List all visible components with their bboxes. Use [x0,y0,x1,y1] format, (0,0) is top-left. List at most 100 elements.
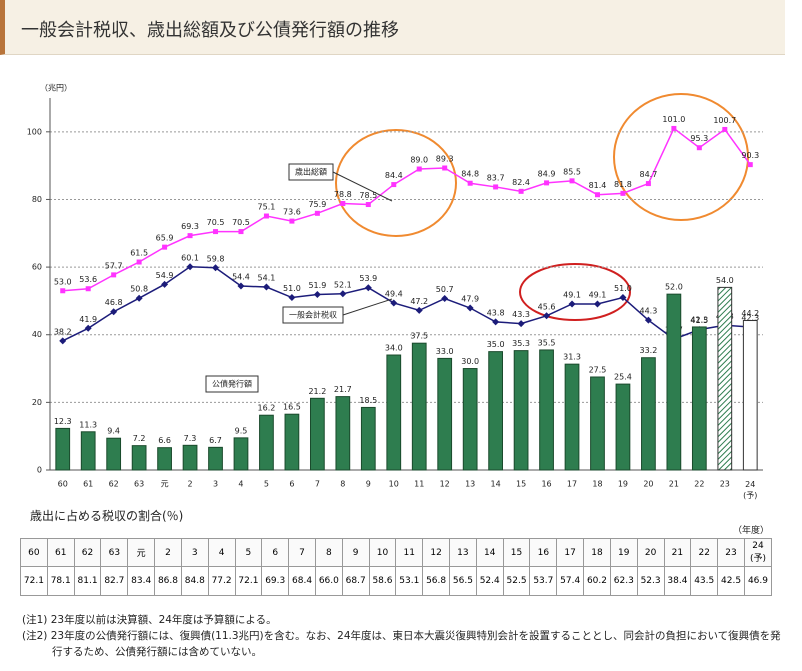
leader-line [332,171,393,202]
point-value-label: 69.3 [181,222,199,231]
point-value-label: 82.4 [512,178,530,187]
table-header-cell: 13 [449,538,477,567]
point-value-label: 83.7 [487,173,505,182]
bar-value-label: 9.4 [107,427,120,436]
marker [416,166,422,172]
legend-label: 歳出総額 [295,167,327,177]
marker [722,126,728,132]
point-value-label: 53.0 [54,277,72,286]
marker [441,295,449,303]
y-tick-label: 60 [32,263,42,272]
marker [569,178,575,184]
table-header-cell: 23 [717,538,745,567]
marker [313,290,321,298]
table-cell: 38.4 [663,566,692,596]
bar-value-label: 27.5 [589,366,607,375]
bar [131,445,147,471]
x-tick-label: 元 [161,480,169,489]
x-tick-label: 12 [440,480,450,489]
point-value-label: 70.5 [207,218,225,227]
point-value-label: 50.8 [130,285,148,294]
marker [466,304,474,312]
table-header-cell: 60 [20,538,48,567]
marker [111,272,117,278]
marker [442,165,448,171]
marker [289,218,295,224]
marker [238,229,244,235]
x-tick-label: 19 [618,480,628,489]
table-cell: 72.1 [234,566,263,596]
legend-label: 公債発行額 [212,379,252,389]
bar-value-label: 21.7 [334,385,352,394]
marker [391,182,397,188]
y-tick-label: 0 [37,466,42,475]
point-value-label: 47.9 [461,295,479,304]
marker [518,188,524,194]
bar [360,406,376,471]
table-header-cell: 4 [207,538,236,567]
point-value-label: 51.9 [308,281,326,290]
table-header-cell: 19 [609,538,638,567]
point-value-label: 59.8 [207,254,225,263]
bar [335,396,351,471]
table-cell: 66.0 [314,566,343,596]
table-header-cell: 3 [180,538,209,567]
marker [467,180,473,186]
x-tick-label: 15 [516,480,526,489]
marker [645,181,651,187]
line [62,127,751,292]
marker [415,306,423,314]
marker [110,308,118,316]
bar [182,444,198,471]
y-tick-label: 100 [27,127,42,136]
x-tick-label: 6 [289,480,294,489]
marker [262,283,270,291]
bar-value-label: 52.0 [665,283,683,292]
x-tick-label: 4 [238,480,243,489]
y-unit: （兆円） [40,83,72,93]
x-tick-label: 13 [465,480,475,489]
table-cell: 69.3 [261,566,290,596]
table-cell: 83.4 [127,566,156,596]
bar-value-label: 18.5 [359,396,377,405]
marker [85,286,91,292]
bar-value-label: 34.0 [385,344,403,353]
bar-value-label: 9.5 [235,426,248,435]
table-header-cell: 10 [368,538,397,567]
note: (注2) 23年度の公債発行額には、復興債(11.3兆円)を含む。なお、24年度… [22,630,781,658]
header: 一般会計税収、歳出総額及び公債発行額の推移 [0,0,785,55]
table-cell: 81.1 [73,566,102,596]
bar [742,320,758,471]
bar [615,383,631,471]
point-value-label: 57.7 [105,261,123,270]
point-value-label: 54.9 [156,271,174,280]
x-tick-label: 5 [264,480,269,489]
marker [671,125,677,131]
marker [187,233,193,239]
table-header-cell: 2 [154,538,182,567]
marker [365,202,371,208]
marker [213,229,219,235]
bar-value-label: 35.0 [487,340,505,349]
table-cell: 52.5 [502,566,531,596]
table-cell: 53.7 [529,566,558,596]
notes: (注1) 23年度以前は決算額、24年度は予算額による。 (注2) 23年度の公債… [22,612,782,660]
point-value-label: 53.9 [359,274,377,283]
marker [594,192,600,198]
table-cell: 60.2 [583,566,611,596]
point-value-label: 41.5 [690,316,708,325]
marker [162,244,168,250]
marker [390,299,398,307]
point-value-label: 49.1 [563,290,581,299]
legend-label: 一般会計税収 [289,310,337,320]
table-header-cell: 62 [73,538,102,567]
bar [590,376,605,471]
table-header-cell: 18 [583,538,611,567]
point-value-label: 84.9 [538,169,556,178]
table-cell: 57.4 [556,566,585,596]
point-value-label: 53.6 [79,275,97,284]
bar-value-label: 11.3 [79,420,97,429]
table-header-cell: 17 [556,538,585,567]
marker [59,337,67,345]
